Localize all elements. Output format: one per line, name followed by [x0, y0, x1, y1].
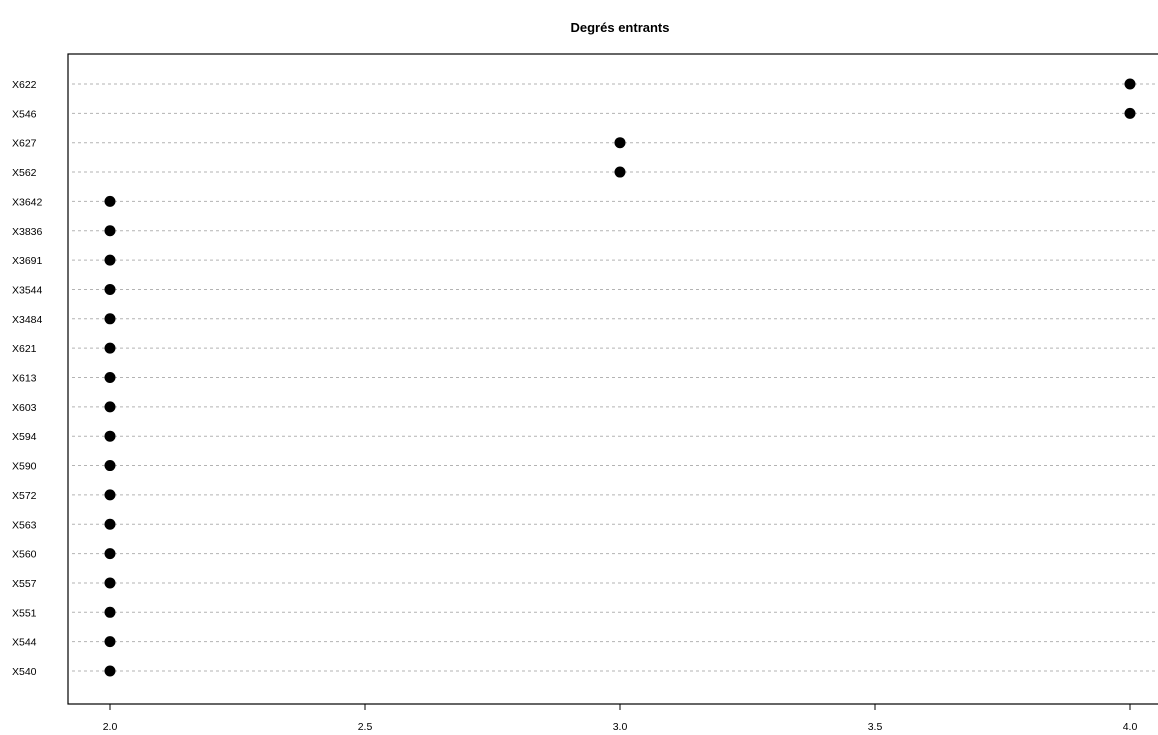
grid-lines	[72, 83, 1158, 672]
data-point	[104, 489, 116, 501]
category-label: X3642	[12, 196, 43, 208]
x-tick-label: 4.0	[1123, 721, 1138, 733]
category-label: X3691	[12, 255, 43, 267]
data-point	[104, 225, 116, 237]
x-tick-label: 3.5	[868, 721, 883, 733]
data-points	[104, 78, 1136, 677]
category-label: X557	[12, 578, 37, 590]
category-label: X540	[12, 666, 37, 678]
chart-title: Degrés entrants	[571, 20, 670, 35]
category-label: X3544	[12, 284, 43, 296]
data-point	[104, 195, 116, 207]
data-point	[614, 137, 626, 149]
category-label: X613	[12, 373, 37, 385]
category-label: X551	[12, 607, 37, 619]
data-point	[104, 548, 116, 560]
category-label: X544	[12, 637, 37, 649]
data-point	[104, 401, 116, 413]
x-axis: 2.0 2.5 3.0 3.5 4.0	[103, 704, 1138, 733]
data-point	[104, 342, 116, 354]
data-point	[104, 636, 116, 648]
category-label: X627	[12, 138, 37, 150]
data-point	[104, 606, 116, 618]
category-label: X560	[12, 549, 37, 561]
data-point	[614, 166, 626, 178]
x-tick-label: 2.0	[103, 721, 118, 733]
x-tick-label: 2.5	[358, 721, 373, 733]
data-point	[104, 460, 116, 472]
data-point	[104, 254, 116, 266]
category-label: X546	[12, 108, 37, 120]
category-label: X3484	[12, 314, 43, 326]
x-tick-label: 3.0	[613, 721, 628, 733]
category-label: X562	[12, 167, 37, 179]
category-label: X622	[12, 79, 37, 91]
category-label: X621	[12, 343, 37, 355]
plot-frame	[67, 53, 1158, 705]
category-label: X603	[12, 402, 37, 414]
data-point	[104, 577, 116, 589]
category-label: X594	[12, 431, 37, 443]
data-point	[104, 430, 116, 442]
data-point	[1124, 78, 1136, 90]
category-label: X572	[12, 490, 37, 502]
data-point	[104, 518, 116, 530]
data-point	[1124, 107, 1136, 119]
data-point	[104, 665, 116, 677]
category-label: X590	[12, 461, 37, 473]
data-point	[104, 283, 116, 295]
category-label: X3836	[12, 226, 43, 238]
data-point	[104, 313, 116, 325]
data-point	[104, 372, 116, 383]
category-label: X563	[12, 519, 37, 531]
category-labels: X622 X546 X627 X562 X3642 X3836 X3691 X3544 X348…	[12, 79, 43, 678]
